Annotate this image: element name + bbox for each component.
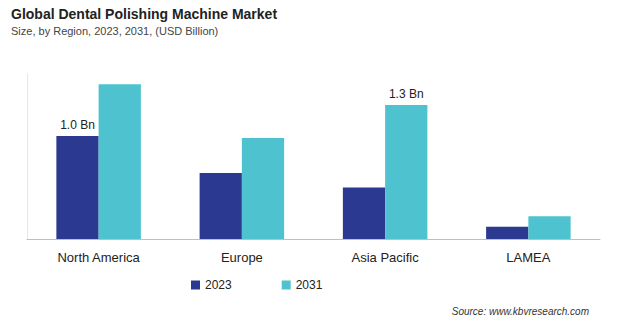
svg-text:Size, by Region, 2023, 2031, (: Size, by Region, 2023, 2031, (USD Billio… (11, 25, 218, 37)
svg-text:2031: 2031 (296, 278, 323, 292)
svg-text:Source: www.kbvresearch.com: Source: www.kbvresearch.com (452, 306, 589, 317)
svg-text:Asia Pacific: Asia Pacific (352, 250, 420, 265)
svg-text:1.0 Bn: 1.0 Bn (60, 118, 95, 132)
svg-text:1.3 Bn: 1.3 Bn (389, 87, 424, 101)
svg-text:Global Dental Polishing Machin: Global Dental Polishing Machine Market (11, 6, 277, 22)
svg-text:Europe: Europe (221, 250, 263, 265)
svg-text:2023: 2023 (205, 278, 232, 292)
svg-text:LAMEA: LAMEA (506, 250, 550, 265)
svg-text:North America: North America (57, 250, 140, 265)
